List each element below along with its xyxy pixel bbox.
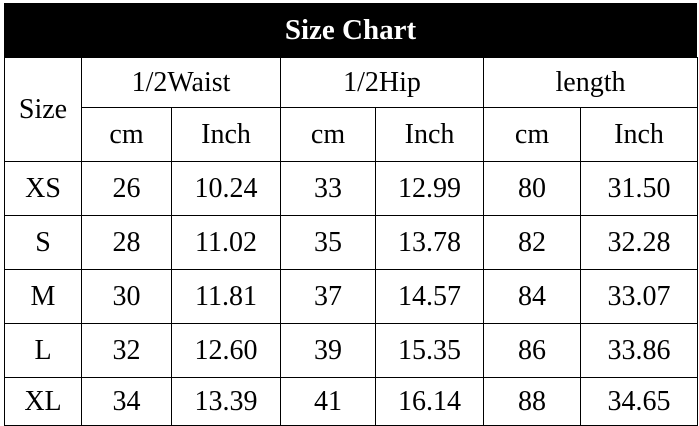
table-row: M 30 11.81 37 14.57 84 33.07 [4,269,699,324]
group-header-row: Size 1/2Waist 1/2Hip length [4,57,699,162]
value-cell: 12.60 [170,323,282,378]
value-cell: 35 [280,215,377,270]
table-row: XL 34 13.39 41 16.14 88 34.65 [4,377,699,426]
table-row: L 32 12.60 39 15.35 86 33.86 [4,323,699,378]
value-cell: 34.65 [580,377,699,426]
unit-header: Inch [170,107,282,162]
value-cell: 13.39 [170,377,282,426]
group-header-hip: 1/2Hip [280,57,485,108]
size-table: Size 1/2Waist 1/2Hip length cm Inch cm I… [4,57,699,426]
size-header: Size [4,57,82,162]
value-cell: 37 [280,269,377,324]
value-cell: 33.07 [580,269,699,324]
value-cell: 39 [280,323,377,378]
group-header-length: length [483,57,699,108]
value-cell: 86 [483,323,582,378]
value-cell: 31.50 [580,161,699,216]
value-cell: 32.28 [580,215,699,270]
size-cell: XL [4,377,82,426]
value-cell: 13.78 [375,215,485,270]
value-cell: 33.86 [580,323,699,378]
size-cell: M [4,269,82,324]
value-cell: 84 [483,269,582,324]
size-cell: XS [4,161,82,216]
value-cell: 41 [280,377,377,426]
unit-header: cm [483,107,582,162]
size-cell: S [4,215,82,270]
unit-header: Inch [375,107,485,162]
table-row: S 28 11.02 35 13.78 82 32.28 [4,215,699,270]
value-cell: 30 [81,269,172,324]
value-cell: 10.24 [170,161,282,216]
value-cell: 14.57 [375,269,485,324]
group-header-waist: 1/2Waist [80,57,282,108]
unit-header: Inch [580,107,699,162]
chart-title: Size Chart [4,3,697,57]
value-cell: 11.02 [170,215,282,270]
value-cell: 26 [81,161,172,216]
value-cell: 32 [81,323,172,378]
unit-header: cm [280,107,377,162]
size-chart: Size Chart Size 1/2Waist 1/2Hip length c… [4,3,699,426]
value-cell: 28 [81,215,172,270]
value-cell: 34 [81,377,172,426]
value-cell: 33 [280,161,377,216]
value-cell: 82 [483,215,582,270]
value-cell: 80 [483,161,582,216]
value-cell: 11.81 [170,269,282,324]
value-cell: 15.35 [375,323,485,378]
size-cell: L [4,323,82,378]
unit-header: cm [81,107,172,162]
table-row: XS 26 10.24 33 12.99 80 31.50 [4,161,699,216]
unit-header-row: cm Inch cm Inch cm Inch [5,107,699,162]
value-cell: 88 [483,377,582,426]
value-cell: 16.14 [375,377,485,426]
value-cell: 12.99 [375,161,485,216]
